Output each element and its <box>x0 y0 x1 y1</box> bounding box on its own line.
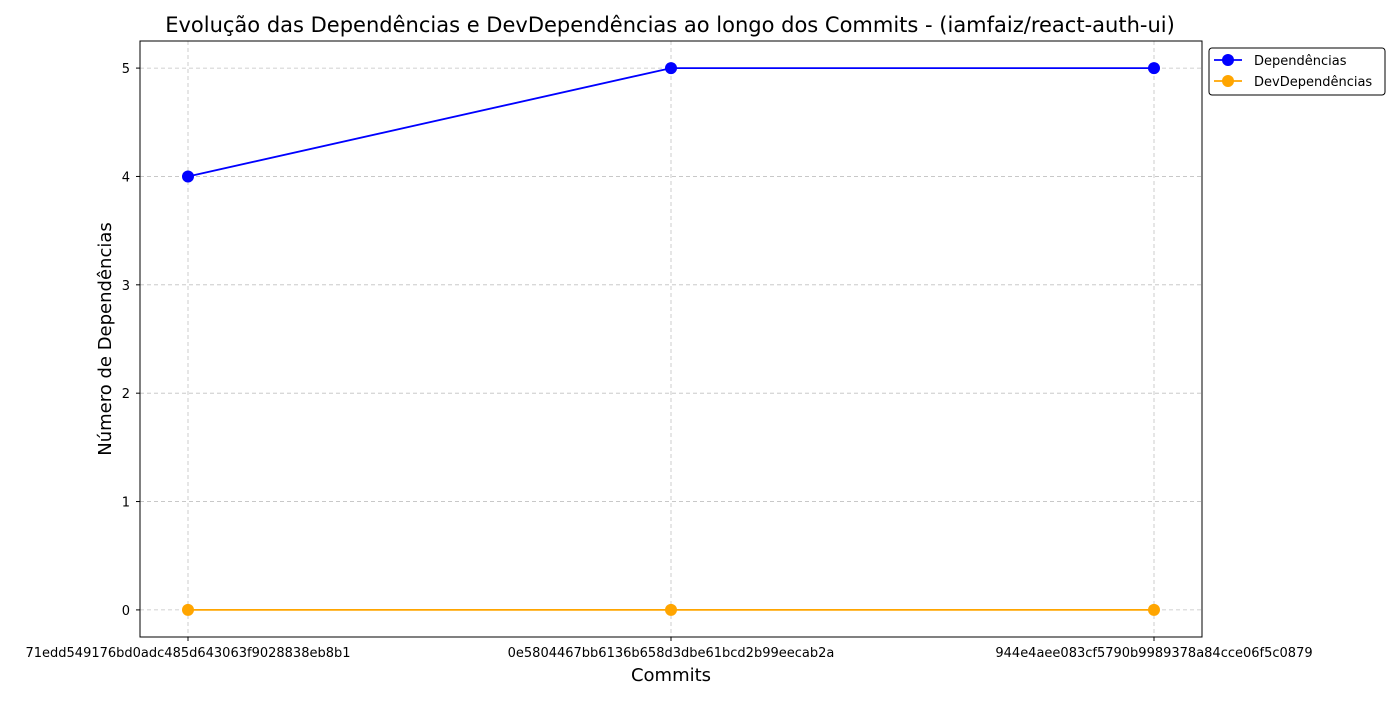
data-point <box>665 62 677 75</box>
y-tick-label: 3 <box>122 279 130 294</box>
x-tick-label: 0e5804467bb6136b658d3dbe61bcd2b99eecab2a <box>508 646 835 661</box>
data-point <box>182 170 194 183</box>
y-tick-label: 5 <box>122 62 130 77</box>
legend: Dependências DevDependências <box>1208 47 1386 96</box>
series-layer <box>182 62 1160 616</box>
y-tick-label: 0 <box>122 604 130 619</box>
x-tick-label: 71edd549176bd0adc485d643063f9028838eb8b1 <box>25 646 350 661</box>
legend-label: Dependências <box>1254 54 1347 69</box>
legend-marker <box>1222 75 1234 87</box>
data-point <box>665 603 677 616</box>
grid-lines <box>140 41 1202 637</box>
x-axis-label: Commits <box>631 665 711 686</box>
axis-ticks: 0 1 2 3 4 5 71edd549176bd0adc485d643063f902883… <box>25 62 1312 661</box>
data-point <box>1148 62 1160 75</box>
data-point <box>182 603 194 616</box>
legend-box <box>1208 47 1386 96</box>
legend-label: DevDependências <box>1254 75 1372 90</box>
chart-title: Evolução das Dependências e DevDependênc… <box>165 13 1175 37</box>
y-tick-label: 2 <box>122 387 130 402</box>
plot-frame <box>139 40 1203 638</box>
y-tick-label: 1 <box>122 496 130 511</box>
y-axis-label: Número de Dependências <box>95 222 116 456</box>
legend-marker <box>1222 54 1234 66</box>
data-point <box>1148 603 1160 616</box>
y-tick-label: 4 <box>122 170 130 185</box>
x-tick-label: 944e4aee083cf5790b9989378a84cce06f5c0879 <box>995 646 1312 661</box>
